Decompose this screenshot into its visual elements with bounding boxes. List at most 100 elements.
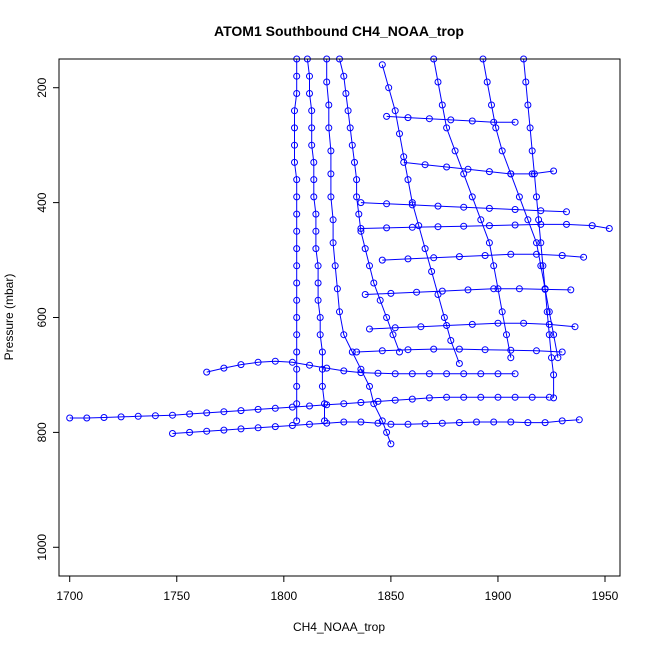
data-point [537,262,545,270]
data-point [169,411,176,419]
data-point [254,405,262,413]
data-point [293,279,301,287]
data-point [430,345,438,353]
data-point [483,78,491,86]
series-19 [357,199,570,216]
data-point [520,319,528,327]
data-point [438,287,446,295]
data-point [451,147,459,155]
data-point [329,239,337,247]
data-point [151,412,159,420]
data-point [404,176,412,184]
data-point [312,227,320,235]
series-12 [357,220,613,232]
data-point [494,319,502,327]
data-point [316,314,324,321]
data-point [545,331,553,339]
data-point [323,419,331,427]
data-point [511,393,519,401]
data-point [558,252,566,259]
data-point [511,118,519,126]
series-line [403,161,554,175]
series-line [360,223,610,229]
data-point [370,400,378,408]
y-tick-label: 400 [35,192,49,212]
data-point [391,370,399,378]
data-point [293,193,301,201]
series-line [172,419,580,434]
data-point [421,161,429,169]
data-point [548,354,555,362]
data-point [460,393,468,401]
data-point [355,210,363,218]
data-point [306,361,313,369]
y-tick-label: 200 [35,77,49,97]
series-7 [336,55,403,356]
data-point [455,253,463,261]
data-point [310,158,318,166]
data-point [340,418,348,426]
data-point [477,393,485,401]
data-point [563,220,570,228]
data-point [408,395,416,403]
data-point [293,314,301,321]
data-layer [66,55,613,448]
data-point [524,419,532,427]
data-point [357,399,365,406]
series-13 [378,250,588,264]
data-point [331,262,339,270]
data-point [526,124,534,132]
series-line [482,58,559,358]
x-axis-label: CH4_NOAA_trop [293,620,385,634]
data-point [348,348,356,356]
data-point [443,163,451,171]
data-point [404,420,412,428]
data-point [468,117,476,125]
data-point [378,417,386,425]
x-axis: 1700 1750 1800 1850 1900 1950 [56,576,619,603]
data-point [306,402,313,410]
data-point [293,245,301,253]
data-point [385,84,393,92]
data-point [323,364,331,372]
data-point [293,176,301,184]
data-point [430,254,438,262]
data-point [440,314,448,321]
data-point [353,348,361,356]
data-point [415,222,423,230]
data-point [293,72,301,80]
data-point [507,250,515,258]
data-point [425,115,433,123]
data-point [314,296,322,304]
data-point [443,124,451,132]
x-tick-label: 1850 [378,589,405,603]
series-line [433,58,512,358]
data-point [477,370,485,378]
series-5 [303,55,328,425]
series-line [356,348,563,353]
data-point [237,361,245,369]
series-17 [353,345,566,356]
data-point [408,199,416,207]
data-point [541,285,549,293]
data-point [306,72,313,80]
data-point [537,220,545,228]
series-line [369,322,576,330]
data-point [481,346,489,354]
data-point [348,141,356,149]
data-point [344,107,352,115]
data-point [327,170,335,178]
data-point [443,370,451,378]
data-point [353,193,361,201]
data-point [314,262,322,270]
data-point [511,370,519,378]
chart-title: ATOM1 Southbound CH4_NOAA_trop [214,23,464,39]
data-point [308,107,316,115]
data-point [588,222,596,230]
data-point [515,193,523,201]
data-point [271,404,279,412]
data-point [485,204,493,212]
data-point [357,225,365,232]
data-point [293,417,301,425]
